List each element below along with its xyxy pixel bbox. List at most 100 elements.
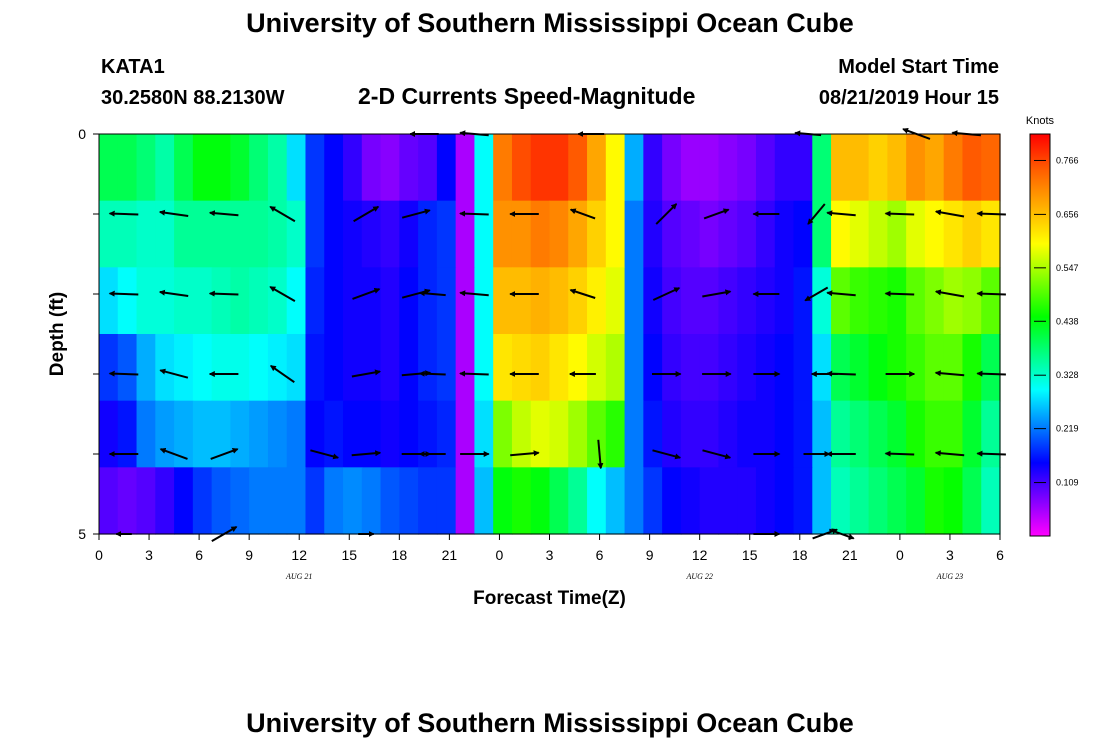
heatmap-cell [399, 400, 419, 468]
heatmap-cell [155, 400, 175, 468]
heatmap-cell [662, 400, 682, 468]
heatmap-cell [924, 467, 945, 535]
current-arrow [652, 449, 682, 460]
heatmap-cell [962, 134, 982, 202]
current-arrow [108, 370, 139, 377]
heatmap-cell [943, 400, 964, 468]
heatmap-cell [793, 334, 813, 402]
heatmap-cell [474, 200, 494, 268]
heatmap-cell [718, 467, 738, 535]
heatmap-cell [230, 134, 250, 202]
colorbar-label: 0.328 [1056, 370, 1079, 380]
current-arrow [826, 290, 856, 297]
heatmap-cell [361, 467, 382, 535]
heatmap-cell [793, 267, 813, 335]
heatmap-cell [361, 400, 382, 468]
heatmap-cell [230, 267, 250, 335]
heatmap-cell [793, 467, 813, 535]
heatmap-cell [418, 334, 438, 402]
date-label: AUG 22 [685, 572, 712, 581]
current-arrow [976, 210, 1006, 217]
heatmap-cell [662, 200, 682, 268]
heatmap-cell [324, 134, 344, 202]
heatmap-cell [99, 467, 119, 535]
current-arrow [976, 290, 1006, 297]
heatmap-cell [943, 200, 964, 268]
heatmap-cell [230, 400, 250, 468]
x-axis: 0 3 6 9 12 15 18 21 0 3 6 9 12 15 18 21 0 3 6 AUG 21 AUG 22 A… [95, 534, 1004, 581]
current-arrow [459, 370, 489, 377]
heatmap-cell [849, 200, 870, 268]
heatmap-cell [981, 334, 1001, 402]
heatmap-cell [962, 400, 982, 468]
heatmap-cell [718, 200, 738, 268]
current-arrow [159, 368, 189, 379]
current-arrow [401, 208, 431, 219]
heatmap-cell [699, 334, 720, 402]
x-tick-label: 21 [842, 547, 858, 563]
heatmap-cell [643, 134, 663, 202]
x-tick-label: 3 [145, 547, 153, 563]
heatmap-cell [605, 200, 626, 268]
heatmap-cell [267, 200, 288, 268]
heatmap-cell [962, 200, 982, 268]
heatmap-cell [117, 134, 138, 202]
heatmap-cell [605, 267, 626, 335]
heatmap-cell [455, 467, 476, 535]
heatmap-cell [549, 200, 569, 268]
colorbar-label: 0.547 [1056, 263, 1079, 273]
heatmap-cell [305, 400, 325, 468]
current-arrow [269, 205, 296, 223]
heatmap-cell [324, 200, 344, 268]
x-tick-label: 0 [95, 547, 103, 563]
heatmap-cell [192, 467, 213, 535]
heatmap-cell [436, 400, 457, 468]
heatmap-cell [831, 467, 851, 535]
x-tick-label: 12 [692, 547, 708, 563]
heatmap-cell [343, 334, 363, 402]
heatmap-cell [155, 334, 175, 402]
heatmap-cell [418, 467, 438, 535]
current-arrow [934, 289, 965, 298]
x-tick-label: 21 [442, 547, 458, 563]
heatmap-cell [812, 467, 832, 535]
heatmap-cell [755, 334, 776, 402]
heatmap-cell [267, 334, 288, 402]
heatmap-cell [680, 134, 701, 202]
heatmap-cell [662, 267, 682, 335]
colorbar-label: 0.109 [1056, 478, 1079, 488]
heatmap-cell [418, 200, 438, 268]
heatmap-cell [174, 467, 194, 535]
current-arrow [884, 450, 915, 457]
heatmap-cell [643, 200, 663, 268]
heatmap-cell [587, 467, 607, 535]
colorbar-label: 0.438 [1056, 316, 1079, 326]
heatmap-cell [493, 400, 513, 468]
current-arrow [352, 287, 381, 300]
x-tick-label: 6 [596, 547, 604, 563]
date-label: AUG 23 [936, 572, 963, 581]
heatmap-cell [605, 334, 626, 402]
heatmap-cell [680, 467, 701, 535]
heatmap-cell [174, 200, 194, 268]
footer-title: University of Southern Mississippi Ocean… [246, 708, 854, 738]
x-tick-label: 18 [392, 547, 408, 563]
heatmap-cell [568, 267, 588, 335]
heatmap-cell [436, 467, 457, 535]
heatmap-cell [868, 200, 888, 268]
current-arrow [652, 287, 681, 301]
heatmap-cell [305, 200, 325, 268]
heatmap [99, 134, 1001, 535]
heatmap-cell [887, 400, 907, 468]
y-axis: 05 [78, 126, 99, 542]
heatmap-cell [211, 200, 231, 268]
heatmap-cell [343, 200, 363, 268]
heatmap-cell [774, 400, 795, 468]
current-arrow [934, 450, 965, 457]
heatmap-cell [174, 134, 194, 202]
heatmap-cell [605, 467, 626, 535]
heatmap-cell [230, 334, 250, 402]
current-arrow [158, 209, 189, 217]
heatmap-cell [906, 467, 926, 535]
heatmap-cell [192, 200, 213, 268]
